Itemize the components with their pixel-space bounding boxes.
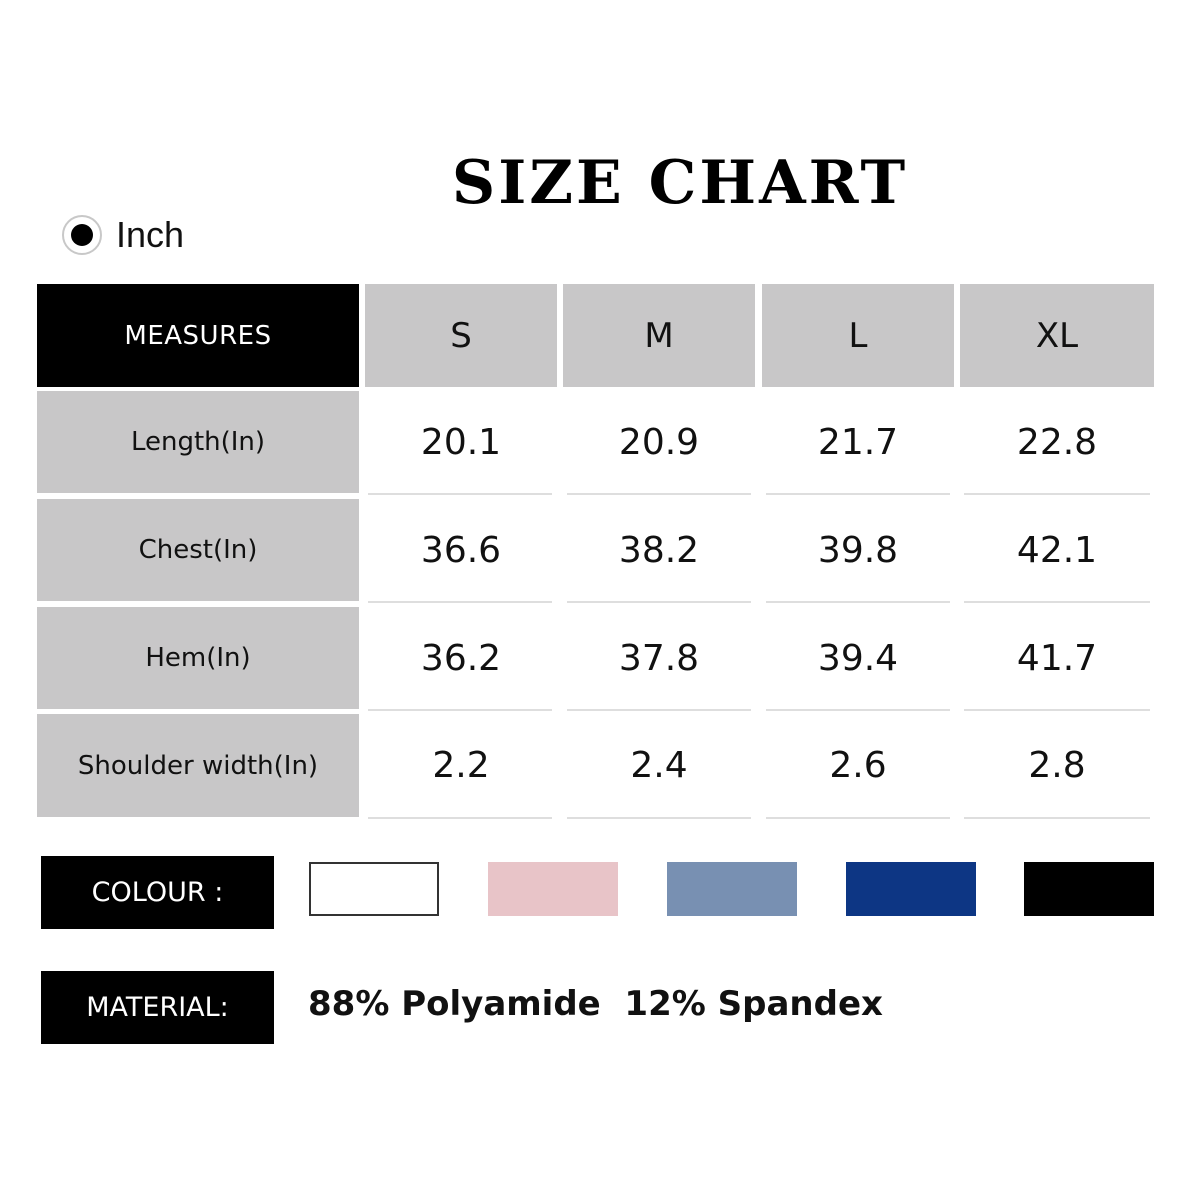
- row-divider: [567, 817, 751, 819]
- unit-option-inch[interactable]: Inch: [62, 212, 184, 258]
- row-divider: [368, 601, 552, 603]
- row-divider: [368, 493, 552, 495]
- row-label-length: Length(In): [37, 391, 359, 493]
- radio-dot: [71, 224, 93, 246]
- value-shoulder-xl: 2.8: [1028, 745, 1086, 786]
- value-length-s: 20.1: [420, 421, 502, 463]
- page-title: SIZE CHART: [451, 148, 909, 218]
- colour-swatch-white[interactable]: [309, 862, 439, 916]
- radio-selected-icon[interactable]: [62, 215, 102, 255]
- value-hem-l: 39.4: [817, 637, 899, 679]
- value-chest-xl: 42.1: [1016, 529, 1098, 571]
- colour-swatch-grey-blue[interactable]: [667, 862, 797, 916]
- material-label: MATERIAL:: [41, 971, 274, 1044]
- value-chest-m: 38.2: [618, 529, 700, 571]
- row-divider: [766, 493, 950, 495]
- value-length-l: 21.7: [817, 421, 899, 463]
- colour-swatch-black[interactable]: [1024, 862, 1154, 916]
- row-label-chest: Chest(In): [37, 499, 359, 601]
- colour-swatch-navy[interactable]: [846, 862, 976, 916]
- row-label-shoulder-width: Shoulder width(In): [37, 714, 359, 817]
- row-divider: [368, 709, 552, 711]
- value-hem-m: 37.8: [618, 637, 700, 679]
- row-divider: [964, 493, 1150, 495]
- value-shoulder-s: 2.2: [432, 745, 490, 786]
- row-label-hem: Hem(In): [37, 607, 359, 709]
- value-hem-xl: 41.7: [1016, 637, 1098, 679]
- value-shoulder-m: 2.4: [630, 745, 688, 786]
- row-divider: [567, 709, 751, 711]
- value-hem-s: 36.2: [420, 637, 502, 679]
- size-header-s: S: [365, 284, 557, 387]
- size-header-l: L: [762, 284, 954, 387]
- row-divider: [368, 817, 552, 819]
- value-chest-s: 36.6: [420, 529, 502, 571]
- row-divider: [964, 601, 1150, 603]
- size-header-m: M: [563, 284, 755, 387]
- material-composition: 88% Polyamide 12% Spandex: [308, 984, 883, 1024]
- value-shoulder-l: 2.6: [829, 745, 887, 786]
- row-divider: [567, 601, 751, 603]
- colour-swatch-pink[interactable]: [488, 862, 618, 916]
- size-header-xl: XL: [960, 284, 1154, 387]
- row-divider: [964, 817, 1150, 819]
- value-length-m: 20.9: [618, 421, 700, 463]
- measures-header: MEASURES: [37, 284, 359, 387]
- unit-label: Inch: [116, 214, 185, 255]
- row-divider: [766, 817, 950, 819]
- value-length-xl: 22.8: [1016, 421, 1098, 463]
- row-divider: [766, 709, 950, 711]
- value-chest-l: 39.8: [817, 529, 899, 571]
- colour-label: COLOUR :: [41, 856, 274, 929]
- row-divider: [766, 601, 950, 603]
- row-divider: [567, 493, 751, 495]
- row-divider: [964, 709, 1150, 711]
